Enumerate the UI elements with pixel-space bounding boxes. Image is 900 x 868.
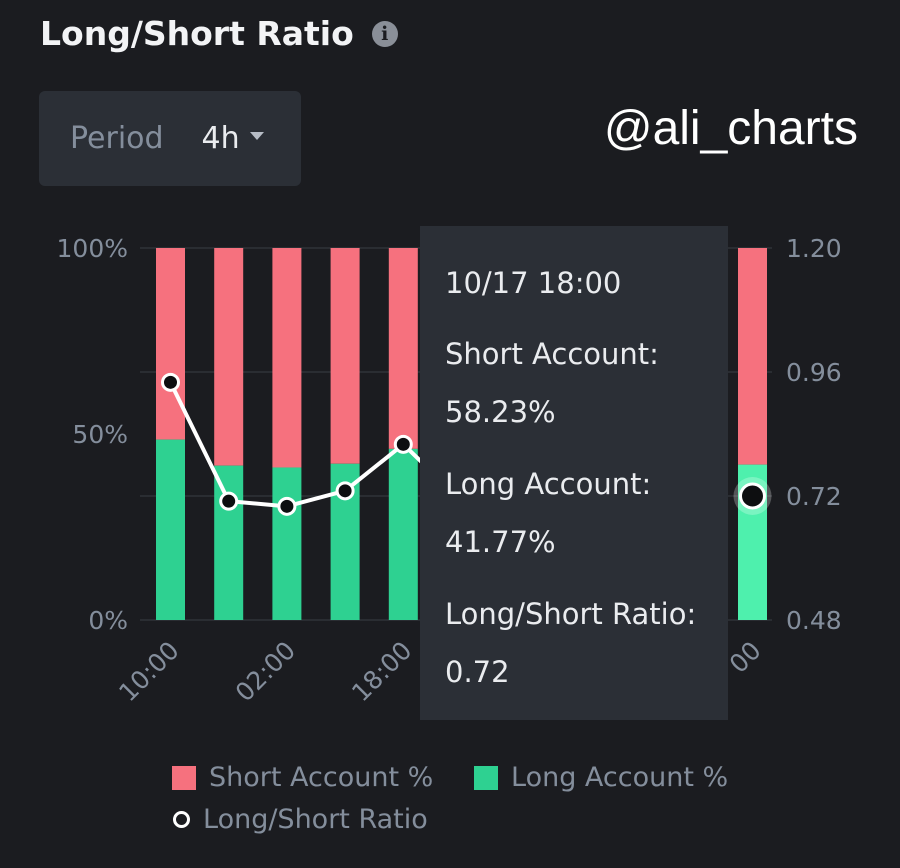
ratio-point	[277, 496, 297, 516]
period-label: Period	[70, 121, 164, 156]
ratio-point	[335, 481, 355, 501]
page-title: Long/Short Ratio i	[40, 14, 398, 53]
y-right-tick-label: 0.96	[786, 358, 842, 387]
ratio-point	[161, 372, 180, 392]
y-left-tick-label: 50%	[72, 420, 128, 449]
chevron-down-icon	[249, 131, 264, 140]
tooltip-short-value: 58.23%	[445, 395, 556, 429]
legend-label-long: Long Account %	[511, 762, 729, 793]
bar-long	[214, 465, 244, 620]
legend-marker-ratio-icon	[173, 811, 190, 828]
legend-swatch-short	[172, 765, 196, 790]
period-selector[interactable]: Period 4h	[39, 91, 301, 186]
period-value: 4h	[201, 121, 240, 156]
y-left-tick-label: 0%	[88, 606, 128, 635]
bar-short	[330, 248, 360, 464]
tooltip-long-value: 41.77%	[445, 525, 556, 559]
y-right-tick-label: 1.20	[786, 234, 842, 263]
tooltip-ratio-label: Long/Short Ratio:	[445, 597, 697, 631]
watermark: @ali_charts	[603, 102, 858, 155]
ratio-point	[393, 434, 413, 454]
bar-short	[214, 248, 244, 466]
tooltip-short-label: Short Account:	[445, 337, 659, 371]
tooltip-datetime: 10/17 18:00	[445, 266, 622, 300]
y-right-tick-label: 0.72	[786, 482, 842, 511]
bar-long	[272, 467, 302, 620]
x-tick-label: 02:00	[230, 636, 301, 707]
x-tick-label: 10:00	[113, 636, 184, 707]
info-icon[interactable]: i	[371, 20, 398, 47]
ratio-point	[219, 491, 239, 511]
tooltip-long-label: Long Account:	[445, 467, 652, 501]
y-right-tick-label: 0.48	[786, 606, 842, 635]
title-text: Long/Short Ratio	[40, 14, 354, 53]
x-tick-label: 00	[724, 636, 767, 679]
legend-item-long[interactable]: Long Account %	[474, 762, 728, 793]
bar-long	[156, 439, 185, 620]
chart-tooltip: 10/17 18:00 Short Account: 58.23% Long A…	[420, 226, 728, 720]
tooltip-ratio-value: 0.72	[445, 655, 510, 689]
x-tick-label: 18:00	[346, 636, 417, 707]
bar-short	[156, 248, 185, 440]
bar-long	[388, 448, 418, 620]
ratio-point	[739, 482, 766, 510]
legend-swatch-long	[474, 765, 498, 790]
legend-item-ratio[interactable]: Long/Short Ratio	[172, 804, 428, 835]
legend-item-short[interactable]: Short Account %	[172, 762, 433, 793]
legend-label-ratio: Long/Short Ratio	[203, 804, 428, 835]
bar-short	[272, 248, 302, 468]
bar-short	[388, 248, 418, 449]
bar-short	[738, 248, 767, 465]
y-left-tick-label: 100%	[57, 234, 128, 263]
legend-label-short: Short Account %	[209, 762, 434, 793]
